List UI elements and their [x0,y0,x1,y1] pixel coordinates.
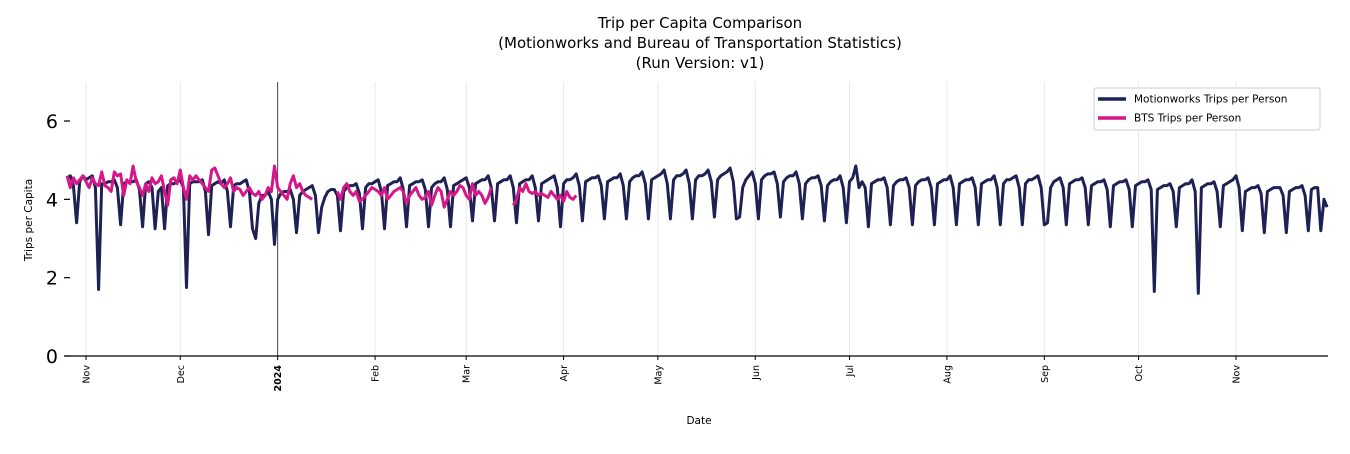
x-axis-label: Date [686,415,711,427]
x-tick-label: May [653,365,664,385]
x-tick-label: Feb [371,365,382,382]
legend-label-motionworks: Motionworks Trips per Person [1134,94,1287,106]
x-tick-label: Mar [462,365,473,383]
series-line-bts [65,164,578,209]
legend-label-bts: BTS Trips per Person [1134,113,1241,125]
x-tick-label: Jul [845,365,856,377]
chart-title-line-3: (Run Version: v1) [636,54,765,72]
x-tick-label: Nov [82,365,93,384]
legend-box [1093,87,1321,131]
legend: Motionworks Trips per Person BTS Trips p… [1093,87,1321,131]
x-tick-label: Jun [751,365,762,381]
y-tick-label: 6 [46,111,58,133]
series-line-motionworks [66,164,1329,295]
x-tick-label: Oct [1134,365,1145,382]
x-tick-label: Nov [1232,365,1243,384]
x-tick-label: Dec [176,365,187,383]
x-tick-label: Sep [1040,365,1051,383]
y-tick-label: 2 [46,268,58,290]
x-tick-label: Apr [559,365,570,382]
y-tick-label: 0 [46,346,58,368]
y-axis-label: Trips per Capita [23,179,35,262]
chart-title-line-1: Trip per Capita Comparison [597,14,802,32]
x-tick-label: Aug [942,365,953,384]
y-tick-label: 4 [46,189,58,211]
x-axis-ticks: Nov Dec 2024 Feb Mar Apr May Jun Jul Aug Sep Oct Nov [82,356,1243,391]
series-lines [65,164,1329,295]
x-tick-label: 2024 [273,365,284,392]
y-axis-ticks: 0 2 4 6 [46,111,70,368]
chart-title-line-2: (Motionworks and Bureau of Transportatio… [498,34,902,52]
